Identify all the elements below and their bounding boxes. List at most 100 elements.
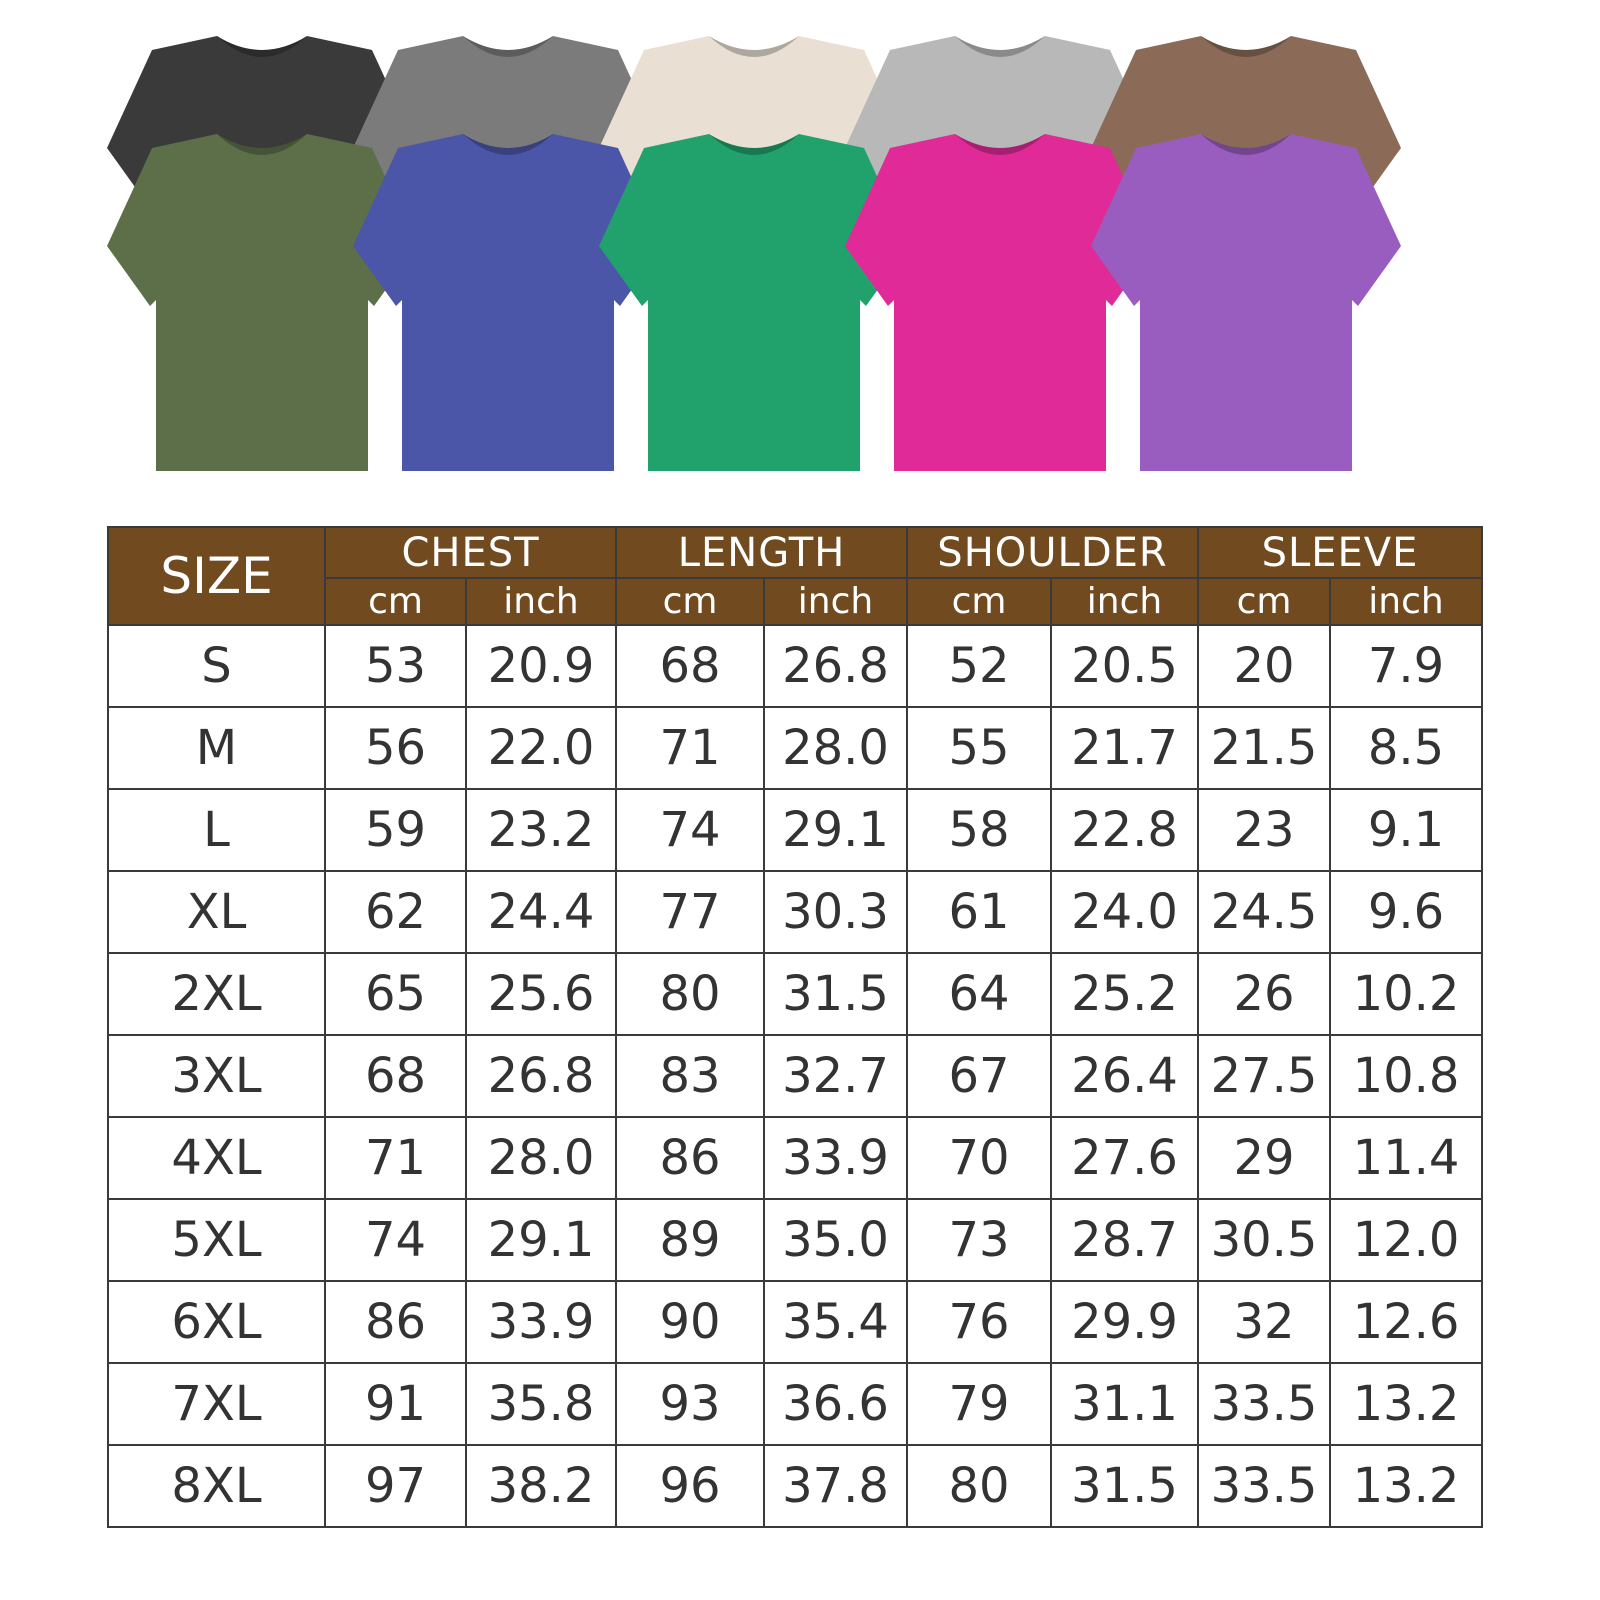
value-cell: 29.9 xyxy=(1050,1280,1199,1364)
unit-header-inch: inch xyxy=(763,577,908,626)
table-row: 7XL 91 35.8 93 36.6 79 31.1 33.5 13.2 xyxy=(107,1362,1483,1446)
value-cell: 65 xyxy=(324,952,467,1036)
value-cell: 55 xyxy=(906,706,1052,790)
value-cell: 27.5 xyxy=(1197,1034,1331,1118)
value-cell: 77 xyxy=(615,870,765,954)
value-cell: 29.1 xyxy=(763,788,908,872)
value-cell: 74 xyxy=(615,788,765,872)
value-cell: 33.9 xyxy=(465,1280,617,1364)
value-cell: 31.5 xyxy=(1050,1444,1199,1528)
value-cell: 12.0 xyxy=(1329,1198,1483,1282)
table-row: 2XL 65 25.6 80 31.5 64 25.2 26 10.2 xyxy=(107,952,1483,1036)
value-cell: 26.8 xyxy=(465,1034,617,1118)
unit-header-cm: cm xyxy=(906,577,1052,626)
size-cell: 8XL xyxy=(107,1444,326,1528)
table-row: 6XL 86 33.9 90 35.4 76 29.9 32 12.6 xyxy=(107,1280,1483,1364)
value-cell: 37.8 xyxy=(763,1444,908,1528)
size-cell: 6XL xyxy=(107,1280,326,1364)
value-cell: 71 xyxy=(615,706,765,790)
table-row: S 53 20.9 68 26.8 52 20.5 20 7.9 xyxy=(107,624,1483,708)
table-row: 4XL 71 28.0 86 33.9 70 27.6 29 11.4 xyxy=(107,1116,1483,1200)
value-cell: 10.8 xyxy=(1329,1034,1483,1118)
value-cell: 25.6 xyxy=(465,952,617,1036)
value-cell: 30.5 xyxy=(1197,1198,1331,1282)
value-cell: 73 xyxy=(906,1198,1052,1282)
value-cell: 28.7 xyxy=(1050,1198,1199,1282)
table-row: L 59 23.2 74 29.1 58 22.8 23 9.1 xyxy=(107,788,1483,872)
value-cell: 11.4 xyxy=(1329,1116,1483,1200)
shirt-front-0 xyxy=(107,134,417,471)
value-cell: 28.0 xyxy=(465,1116,617,1200)
value-cell: 22.8 xyxy=(1050,788,1199,872)
value-cell: 9.6 xyxy=(1329,870,1483,954)
shirt-front-4 xyxy=(1091,134,1401,471)
size-table: SIZE CHEST LENGTH SHOULDER SLEEVE cm inch… xyxy=(107,526,1483,1528)
shirt-front-2 xyxy=(599,134,909,471)
value-cell: 7.9 xyxy=(1329,624,1483,708)
value-cell: 91 xyxy=(324,1362,467,1446)
value-cell: 31.5 xyxy=(763,952,908,1036)
value-cell: 33.9 xyxy=(763,1116,908,1200)
value-cell: 52 xyxy=(906,624,1052,708)
value-cell: 27.6 xyxy=(1050,1116,1199,1200)
value-cell: 61 xyxy=(906,870,1052,954)
size-cell: M xyxy=(107,706,326,790)
value-cell: 31.1 xyxy=(1050,1362,1199,1446)
unit-header-inch: inch xyxy=(465,577,617,626)
length-header: LENGTH xyxy=(615,526,908,579)
table-row: XL 62 24.4 77 30.3 61 24.0 24.5 9.6 xyxy=(107,870,1483,954)
chest-header: CHEST xyxy=(324,526,617,579)
value-cell: 8.5 xyxy=(1329,706,1483,790)
size-header: SIZE xyxy=(107,526,326,626)
table-row: 3XL 68 26.8 83 32.7 67 26.4 27.5 10.8 xyxy=(107,1034,1483,1118)
value-cell: 30.3 xyxy=(763,870,908,954)
value-cell: 9.1 xyxy=(1329,788,1483,872)
shirt-front-3 xyxy=(845,134,1155,471)
value-cell: 53 xyxy=(324,624,467,708)
shirt-color-swatches xyxy=(107,36,1401,471)
value-cell: 32 xyxy=(1197,1280,1331,1364)
value-cell: 26 xyxy=(1197,952,1331,1036)
size-cell: 3XL xyxy=(107,1034,326,1118)
value-cell: 26.8 xyxy=(763,624,908,708)
value-cell: 62 xyxy=(324,870,467,954)
size-cell: XL xyxy=(107,870,326,954)
value-cell: 21.5 xyxy=(1197,706,1331,790)
value-cell: 80 xyxy=(615,952,765,1036)
value-cell: 56 xyxy=(324,706,467,790)
value-cell: 24.4 xyxy=(465,870,617,954)
value-cell: 70 xyxy=(906,1116,1052,1200)
value-cell: 76 xyxy=(906,1280,1052,1364)
value-cell: 35.0 xyxy=(763,1198,908,1282)
value-cell: 13.2 xyxy=(1329,1444,1483,1528)
value-cell: 35.4 xyxy=(763,1280,908,1364)
value-cell: 74 xyxy=(324,1198,467,1282)
shoulder-header: SHOULDER xyxy=(906,526,1199,579)
value-cell: 89 xyxy=(615,1198,765,1282)
value-cell: 68 xyxy=(615,624,765,708)
value-cell: 36.6 xyxy=(763,1362,908,1446)
value-cell: 64 xyxy=(906,952,1052,1036)
value-cell: 35.8 xyxy=(465,1362,617,1446)
value-cell: 26.4 xyxy=(1050,1034,1199,1118)
value-cell: 96 xyxy=(615,1444,765,1528)
unit-header-cm: cm xyxy=(324,577,467,626)
value-cell: 86 xyxy=(324,1280,467,1364)
value-cell: 32.7 xyxy=(763,1034,908,1118)
value-cell: 12.6 xyxy=(1329,1280,1483,1364)
value-cell: 22.0 xyxy=(465,706,617,790)
value-cell: 28.0 xyxy=(763,706,908,790)
value-cell: 68 xyxy=(324,1034,467,1118)
value-cell: 67 xyxy=(906,1034,1052,1118)
value-cell: 29.1 xyxy=(465,1198,617,1282)
value-cell: 33.5 xyxy=(1197,1362,1331,1446)
shirt-front-1 xyxy=(353,134,663,471)
size-cell: 7XL xyxy=(107,1362,326,1446)
value-cell: 20 xyxy=(1197,624,1331,708)
value-cell: 59 xyxy=(324,788,467,872)
table-row: 8XL 97 38.2 96 37.8 80 31.5 33.5 13.2 xyxy=(107,1444,1483,1528)
value-cell: 23 xyxy=(1197,788,1331,872)
value-cell: 71 xyxy=(324,1116,467,1200)
table-row: 5XL 74 29.1 89 35.0 73 28.7 30.5 12.0 xyxy=(107,1198,1483,1282)
